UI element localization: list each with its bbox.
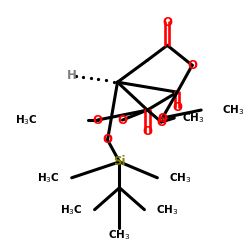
Text: O: O [157, 112, 167, 124]
Text: CH$_3$: CH$_3$ [156, 203, 179, 216]
Text: O: O [172, 100, 182, 114]
Text: H$_3$C: H$_3$C [37, 171, 60, 185]
Text: O: O [162, 16, 172, 29]
Text: O: O [187, 59, 197, 72]
Text: CH$_3$: CH$_3$ [169, 171, 192, 185]
Text: O: O [156, 116, 166, 128]
Text: CH$_3$: CH$_3$ [222, 103, 244, 117]
Text: H$_3$C: H$_3$C [60, 203, 83, 216]
Text: O: O [92, 114, 102, 126]
Text: H: H [67, 69, 77, 82]
Text: CH$_3$: CH$_3$ [108, 229, 131, 242]
Text: CH$_3$: CH$_3$ [182, 111, 205, 125]
Text: O: O [102, 134, 113, 146]
Text: O: O [142, 126, 152, 138]
Text: H$_3$C: H$_3$C [15, 113, 38, 127]
Text: O: O [118, 114, 128, 126]
Text: Si: Si [113, 155, 126, 168]
